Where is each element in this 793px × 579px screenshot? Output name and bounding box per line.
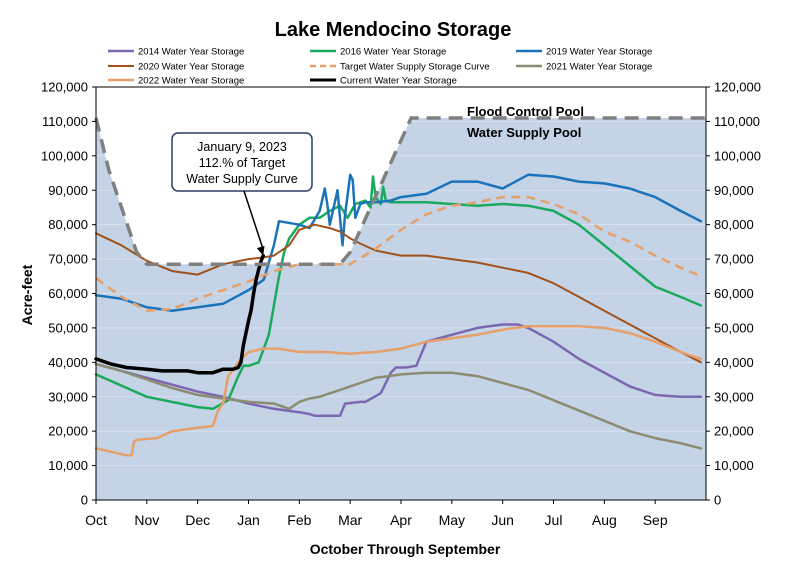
x-axis-ticks: Oct Nov Dec Jan Feb Mar Apr May Jun Jul Aug Sep xyxy=(85,500,668,528)
x-tick-label: Apr xyxy=(390,512,412,528)
x-tick-label: Oct xyxy=(85,512,107,528)
callout-line-1: January 9, 2023 xyxy=(197,140,287,154)
y-tick-label-right: 50,000 xyxy=(714,320,754,335)
y-tick-label-left: 20,000 xyxy=(48,424,88,439)
x-tick-label: Feb xyxy=(287,512,311,528)
x-tick-label: Sep xyxy=(643,512,668,528)
y-tick-label-right: 20,000 xyxy=(714,424,754,439)
y-tick-label-left: 50,000 xyxy=(48,320,88,335)
y-tick-label-left: 60,000 xyxy=(48,286,88,301)
y-tick-label-left: 70,000 xyxy=(48,252,88,267)
y-axis-ticks-left: 0 10,000 20,000 30,000 40,000 50,000 60,000 70,… xyxy=(41,80,96,508)
x-tick-label: Jun xyxy=(491,512,514,528)
x-tick-label: Jul xyxy=(545,512,563,528)
y-tick-label-right: 30,000 xyxy=(714,389,754,404)
series-line-2016-water-year-storage xyxy=(94,175,703,411)
x-tick-label: Aug xyxy=(592,512,617,528)
series-line-2022-water-year-storage xyxy=(94,324,703,457)
callout-arrow xyxy=(243,190,264,250)
callout-box xyxy=(171,132,313,192)
y-tick-label-right: 40,000 xyxy=(714,355,754,370)
y-tick-label-right: 0 xyxy=(714,493,721,508)
y-tick-label-left: 0 xyxy=(81,493,88,508)
legend-label: 2016 Water Year Storage xyxy=(340,47,446,58)
y-tick-label-left: 110,000 xyxy=(42,114,88,129)
callout-line-2: 112.% of Target xyxy=(199,156,286,170)
y-tick-label-left: 90,000 xyxy=(48,183,88,198)
y-tick-label-left: 40,000 xyxy=(48,355,88,370)
callout-arrowhead xyxy=(256,245,265,256)
y-tick-label-right: 70,000 xyxy=(714,252,754,267)
x-tick-label: May xyxy=(439,512,465,528)
flood-control-curve xyxy=(94,116,706,266)
y-tick-label-right: 110,000 xyxy=(714,114,760,129)
y-tick-label-left: 100,000 xyxy=(41,148,88,163)
y-tick-label-left: 80,000 xyxy=(48,217,88,232)
y-tick-label-right: 10,000 xyxy=(714,458,754,473)
y-tick-label-left: 30,000 xyxy=(48,389,88,404)
x-tick-label: Jan xyxy=(237,512,260,528)
y-tick-label-right: 80,000 xyxy=(714,217,754,232)
series-line-current-water-year-storage xyxy=(94,253,265,375)
callout: January 9, 2023 112.% of Target Water Su… xyxy=(171,132,313,256)
legend-label: 2019 Water Year Storage xyxy=(546,47,652,58)
series-line-target-water-supply-storage-curve xyxy=(95,195,702,312)
water-supply-pool-label: Water Supply Pool xyxy=(467,125,581,140)
x-tick-label: Nov xyxy=(134,512,159,528)
legend-label: 2022 Water Year Storage xyxy=(138,76,244,87)
x-tick-label: Mar xyxy=(338,512,362,528)
y-tick-label-left: 10,000 xyxy=(48,458,88,473)
chart-title: Lake Mendocino Storage xyxy=(275,19,512,41)
y-axis-title: Acre-feet xyxy=(19,264,35,325)
series-layer xyxy=(94,173,703,457)
y-tick-label-right: 60,000 xyxy=(714,286,754,301)
y-tick-label-right: 100,000 xyxy=(714,148,761,163)
series-line-2014-water-year-storage xyxy=(94,323,703,417)
legend: 2014 Water Year Storage 2016 Water Year S… xyxy=(108,47,652,87)
legend-label: 2020 Water Year Storage xyxy=(138,62,244,73)
callout-line-3: Water Supply Curve xyxy=(186,172,297,186)
y-axis-ticks-right: 0 10,000 20,000 30,000 40,000 50,000 60,000 70,… xyxy=(706,80,761,508)
y-tick-label-left: 120,000 xyxy=(41,80,88,95)
flood-control-pool-label: Flood Control Pool xyxy=(467,104,584,119)
legend-label: Target Water Supply Storage Curve xyxy=(340,62,490,73)
y-tick-label-right: 90,000 xyxy=(714,183,754,198)
x-axis-title: October Through September xyxy=(310,541,501,557)
y-tick-label-right: 120,000 xyxy=(714,80,761,95)
legend-label: 2014 Water Year Storage xyxy=(138,47,244,58)
legend-label: 2021 Water Year Storage xyxy=(546,62,652,73)
legend-label: Current Water Year Storage xyxy=(340,76,457,87)
x-tick-label: Dec xyxy=(185,512,210,528)
